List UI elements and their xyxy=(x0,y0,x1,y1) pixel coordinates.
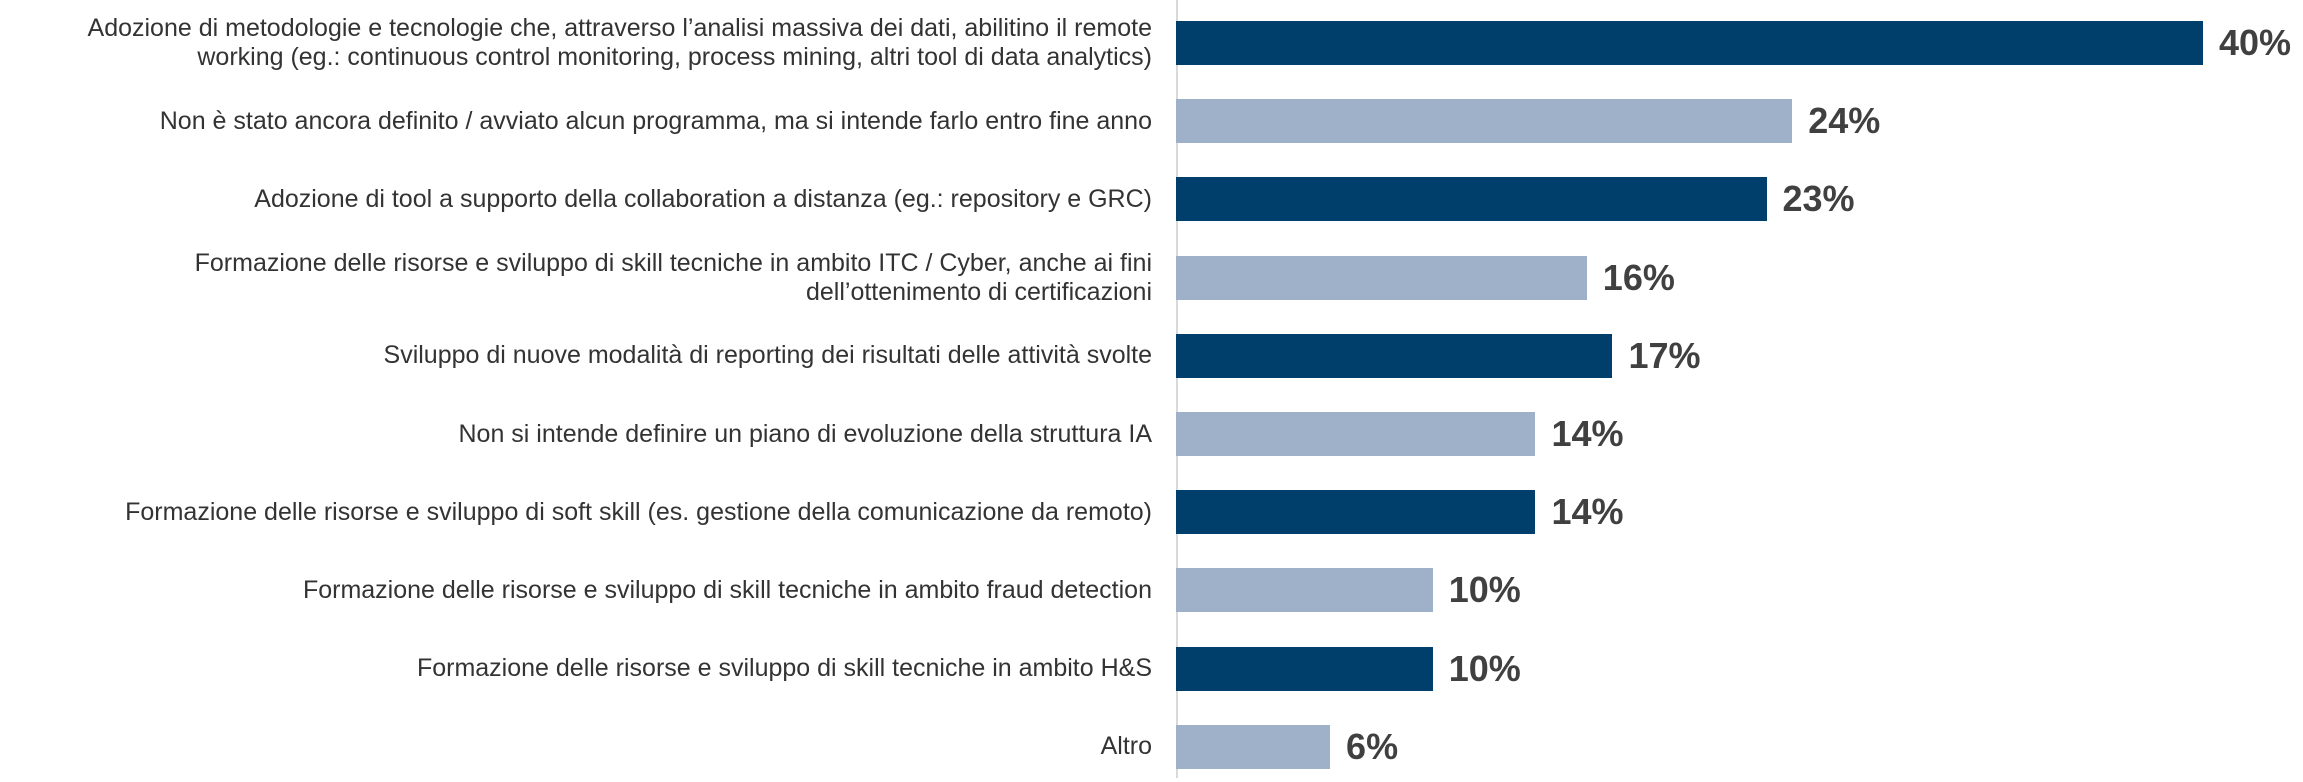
bar xyxy=(1176,21,2203,65)
value-label: 10% xyxy=(1448,569,1521,611)
bar xyxy=(1176,99,1793,144)
value-label: 17% xyxy=(1628,334,1701,376)
axis-line xyxy=(1176,0,1178,778)
bar xyxy=(1176,724,1331,769)
category-label: Non è stato ancora definito / avviato al… xyxy=(159,106,1152,135)
value-label: 14% xyxy=(1551,413,1624,454)
bar xyxy=(1176,255,1587,300)
value-label: 24% xyxy=(1808,100,1881,142)
category-label: Altro xyxy=(1100,732,1152,761)
value-label: 14% xyxy=(1551,491,1624,533)
value-label: 10% xyxy=(1448,647,1521,689)
value-label: 6% xyxy=(1346,725,1399,767)
bar xyxy=(1176,333,1613,378)
value-label: 40% xyxy=(2219,22,2292,63)
bar xyxy=(1176,646,1433,691)
category-label: Formazione delle risorse e sviluppo di s… xyxy=(194,248,1152,306)
value-label: 23% xyxy=(1782,178,1855,220)
bar xyxy=(1176,412,1536,456)
value-label: 16% xyxy=(1602,256,1675,298)
category-label: Formazione delle risorse e sviluppo di s… xyxy=(302,575,1152,604)
category-label: Adozione di metodologie e tecnologie che… xyxy=(87,14,1152,71)
bar xyxy=(1176,490,1536,535)
category-label: Formazione delle risorse e sviluppo di s… xyxy=(416,654,1152,683)
category-label: Formazione delle risorse e sviluppo di s… xyxy=(125,497,1152,526)
bar xyxy=(1176,177,1767,222)
bar xyxy=(1176,568,1433,613)
category-label: Adozione di tool a supporto della collab… xyxy=(254,184,1152,213)
category-label: Non si intende definire un piano di evol… xyxy=(458,419,1153,448)
category-label: Sviluppo di nuove modalità di reporting … xyxy=(383,341,1152,370)
